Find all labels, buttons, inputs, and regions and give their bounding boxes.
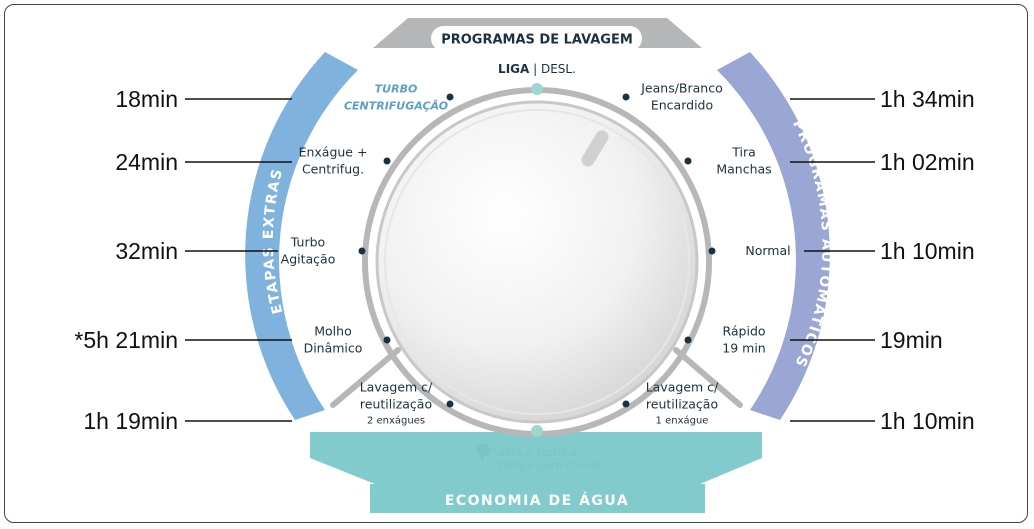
program-label-right-4-line-1: reutilização bbox=[646, 397, 718, 412]
bottom-band bbox=[310, 432, 762, 484]
left-band bbox=[245, 52, 358, 420]
program-label-left-4-note: 2 enxágues bbox=[367, 415, 425, 427]
power-on-label: LIGA bbox=[498, 62, 530, 76]
program-dot-left-2 bbox=[358, 247, 366, 255]
bottom-band-label-main: ECONOMIA DE ÁGUA bbox=[445, 492, 629, 509]
program-label-right-3-line-0: Rápido bbox=[722, 324, 765, 339]
header-pill bbox=[431, 26, 642, 51]
duration-right-2: 1h 10min bbox=[880, 238, 975, 264]
duration-right-3: 19min bbox=[880, 327, 943, 353]
lightbulb-icon bbox=[476, 441, 496, 459]
program-dot-right-2 bbox=[708, 247, 716, 255]
program-dot-left-0 bbox=[446, 93, 454, 101]
program-labels: TURBO CENTRIFUGAÇÃO Enxágue + Centrifug. Tur… bbox=[281, 81, 791, 427]
bottom-band-lower bbox=[370, 484, 705, 513]
duration-left-1: 24min bbox=[115, 149, 178, 175]
drain-indicator bbox=[531, 425, 543, 437]
dial-spoke-left bbox=[330, 347, 401, 408]
program-label-right-4-line-0: Lavagem c/ bbox=[646, 380, 719, 395]
duration-right-1: 1h 02min bbox=[880, 149, 975, 175]
program-label-left-4-line-1: reutilização bbox=[360, 397, 432, 412]
program-label-left-1-line-0: Enxágue + bbox=[299, 145, 368, 160]
program-label-right-3-line-1: 19 min bbox=[722, 341, 765, 356]
power-label: LIGA | DESL. bbox=[498, 62, 576, 76]
program-label-left-0-line-1: CENTRIFUGAÇÃO bbox=[344, 100, 448, 113]
selector-knob-inner-edge bbox=[384, 109, 690, 415]
program-dot-left-3 bbox=[383, 336, 391, 344]
duration-left-4: 1h 19min bbox=[83, 408, 178, 434]
program-label-right-1-line-0: Tira bbox=[731, 145, 756, 160]
duration-left-3: *5h 21min bbox=[74, 327, 178, 353]
program-label-left-3-line-1: Dinâmico bbox=[304, 341, 363, 356]
selector-knob[interactable] bbox=[375, 100, 699, 424]
program-label-right-4-note: 1 enxágue bbox=[656, 415, 709, 427]
program-label-left-0-line-0: TURBO bbox=[375, 83, 418, 96]
duration-right-4: 1h 10min bbox=[880, 408, 975, 434]
duration-left-2: 32min bbox=[115, 238, 178, 264]
duration-left-0: 18min bbox=[115, 86, 178, 112]
program-dot-right-1 bbox=[684, 157, 692, 165]
program-label-left-2-line-0: Turbo bbox=[290, 235, 325, 250]
program-label-right-1-line-1: Manchas bbox=[716, 162, 771, 177]
program-label-left-2-line-1: Agitação bbox=[281, 252, 336, 267]
program-dot-right-3 bbox=[684, 336, 692, 344]
program-label-right-0-line-0: Jeans/Branco bbox=[640, 81, 723, 96]
program-label-right-2-line-0: Normal bbox=[745, 243, 790, 258]
program-label-left-4-line-0: Lavagem c/ bbox=[360, 380, 433, 395]
knob-indicator bbox=[581, 130, 609, 167]
header-title: PROGRAMAS DE LAVAGEM bbox=[441, 33, 633, 48]
panel-frame bbox=[4, 4, 1028, 523]
program-dot-left-4 bbox=[446, 400, 454, 408]
duration-labels: 18min 24min 32min *5h 21min 1h 19min 1h 34min… bbox=[74, 86, 974, 434]
dial-spoke-right bbox=[673, 347, 743, 408]
program-dot-left-1 bbox=[383, 157, 391, 165]
program-label-left-3-line-0: Molho bbox=[314, 324, 351, 339]
drain-hint-line-2: tampa para drenar bbox=[498, 459, 602, 472]
power-indicator bbox=[531, 83, 543, 95]
right-band bbox=[717, 52, 830, 420]
drain-hint-line-1: abra e feche a bbox=[498, 446, 577, 459]
program-dot-right-4 bbox=[622, 400, 630, 408]
duration-right-0: 1h 34min bbox=[880, 86, 975, 112]
program-label-right-0-line-1: Encardido bbox=[651, 98, 713, 113]
power-off-label: DESL. bbox=[541, 62, 576, 76]
program-label-left-1-line-1: Centrifug. bbox=[302, 162, 364, 177]
program-dot-right-0 bbox=[622, 93, 630, 101]
